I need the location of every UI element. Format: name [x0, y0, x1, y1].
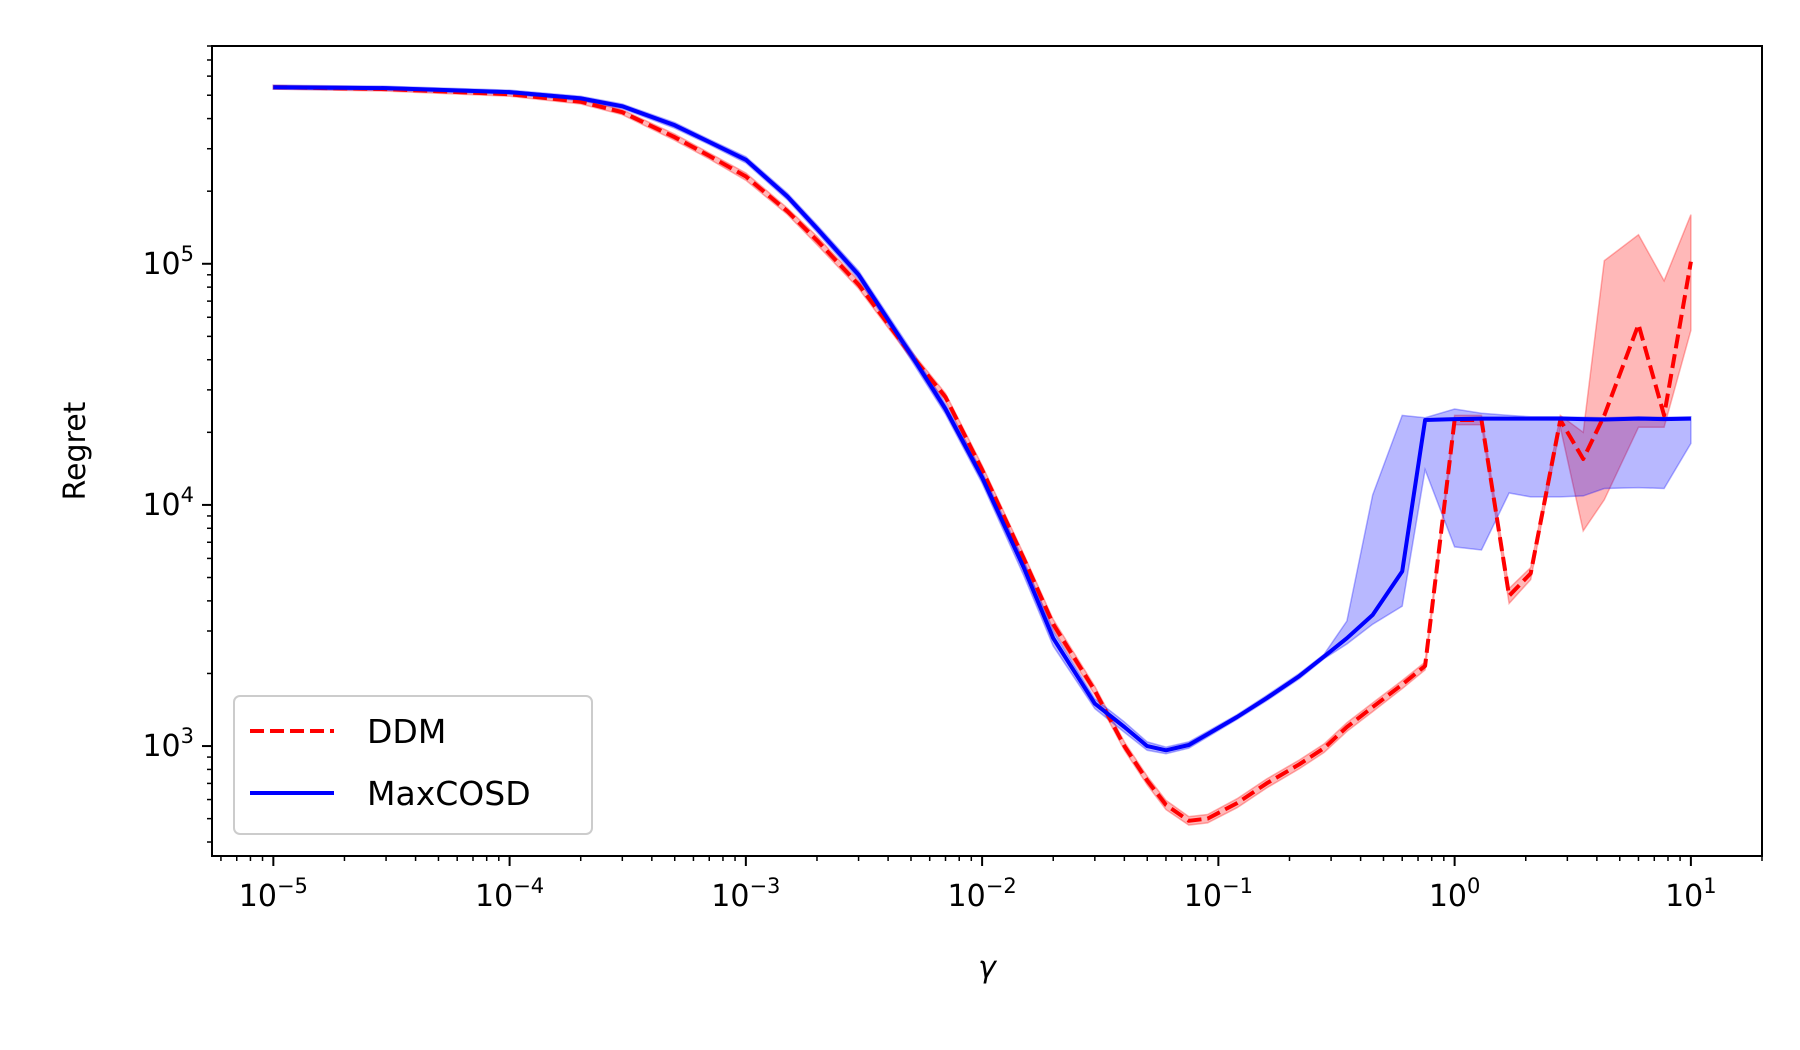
y-axis-label: Regret	[58, 401, 93, 500]
legend-label-maxcosd: MaxCOSD	[367, 774, 531, 813]
x-tick-label: 100	[1429, 874, 1481, 914]
series-lines	[273, 85, 1693, 823]
y-tick-label: 103	[142, 724, 194, 764]
plot-frame	[211, 45, 1763, 857]
x-tick-label: 10−1	[1184, 874, 1253, 914]
x-axis-label: γ	[978, 950, 998, 985]
legend-label-ddm: DDM	[367, 712, 446, 751]
x-axis: 10−5 10−4 10−3 10−2 10−1 100 101	[220, 856, 1763, 914]
x-tick-label: 101	[1665, 874, 1717, 914]
maxcosd-line	[273, 85, 1691, 753]
y-tick-label: 104	[142, 483, 194, 523]
x-tick-label: 10−5	[239, 874, 308, 914]
y-tick-label: 105	[142, 242, 194, 282]
legend: DDM MaxCOSD	[233, 695, 593, 835]
x-tick-label: 10−3	[711, 874, 780, 914]
ddm-line	[273, 85, 1693, 823]
x-tick-label: 10−2	[948, 874, 1017, 914]
x-tick-label: 10−4	[475, 874, 544, 914]
ddm-band	[272, 84, 1692, 826]
y-axis: 103 104 105	[142, 45, 212, 843]
